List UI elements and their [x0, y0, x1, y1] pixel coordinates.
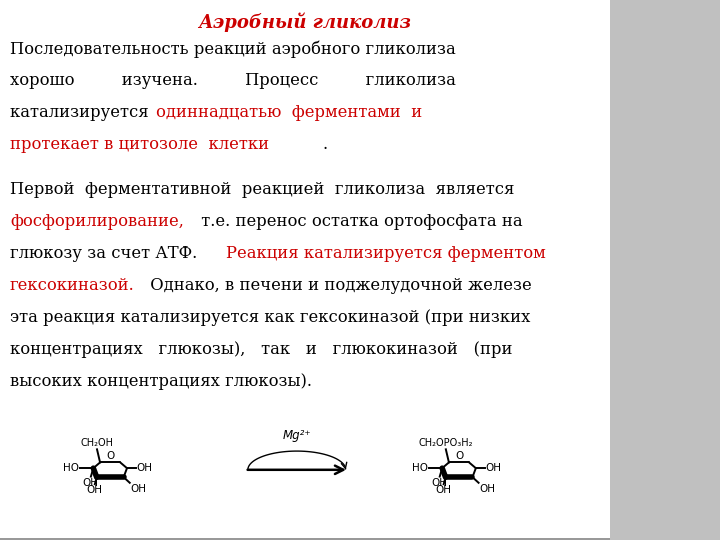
Text: HO: HO	[63, 463, 79, 473]
Text: O: O	[455, 450, 463, 461]
Text: Реакция катализируется ферментом: Реакция катализируется ферментом	[226, 245, 546, 262]
Bar	[610, 0, 720, 540]
Text: Mg²⁺: Mg²⁺	[282, 429, 311, 442]
Text: .: .	[322, 136, 327, 153]
Text: хорошо         изучена.         Процесс         гликолиза: хорошо изучена. Процесс гликолиза	[10, 72, 456, 89]
Text: высоких концентрациях глюкозы).: высоких концентрациях глюкозы).	[10, 373, 312, 390]
Text: OH: OH	[485, 463, 502, 473]
Text: OH: OH	[431, 477, 447, 488]
Text: CH₂OH: CH₂OH	[81, 438, 114, 448]
Bar	[0, 0, 610, 540]
Text: OH: OH	[130, 484, 146, 494]
Text: концентрациях   глюкозы),   так   и   глюкокиназой   (при: концентрациях глюкозы), так и глюкокиназ…	[10, 341, 513, 358]
Text: Последовательность реакций аэробного гликолиза: Последовательность реакций аэробного гли…	[10, 40, 456, 57]
Bar	[0, 538, 610, 540]
Text: OH: OH	[480, 484, 495, 494]
Text: одиннадцатью  ферментами  и: одиннадцатью ферментами и	[156, 104, 422, 121]
Text: протекает в цитозоле  клетки: протекает в цитозоле клетки	[10, 136, 269, 153]
Text: HO: HO	[412, 463, 428, 473]
Text: глюкозу за счет АТФ.: глюкозу за счет АТФ.	[10, 245, 202, 262]
Text: OH: OH	[137, 463, 153, 473]
Text: OH: OH	[436, 485, 451, 495]
Text: Первой  ферментативной  реакцией  гликолиза  является: Первой ферментативной реакцией гликолиза…	[10, 181, 514, 198]
Text: т.е. перенос остатка ортофосфата на: т.е. перенос остатка ортофосфата на	[196, 213, 523, 230]
Text: O: O	[106, 450, 114, 461]
Text: Однако, в печени и поджелудочной железе: Однако, в печени и поджелудочной железе	[145, 277, 532, 294]
Text: OH: OH	[82, 477, 98, 488]
Text: фосфорилирование,: фосфорилирование,	[10, 213, 184, 230]
Text: OH: OH	[87, 485, 103, 495]
Text: Аэробный гликолиз: Аэробный гликолиз	[199, 12, 412, 31]
Text: CH₂OPO₃H₂: CH₂OPO₃H₂	[418, 438, 473, 448]
Text: катализируется: катализируется	[10, 104, 154, 121]
Text: гексокиназой.: гексокиназой.	[10, 277, 135, 294]
Text: эта реакция катализируется как гексокиназой (при низких: эта реакция катализируется как гексокина…	[10, 309, 531, 326]
